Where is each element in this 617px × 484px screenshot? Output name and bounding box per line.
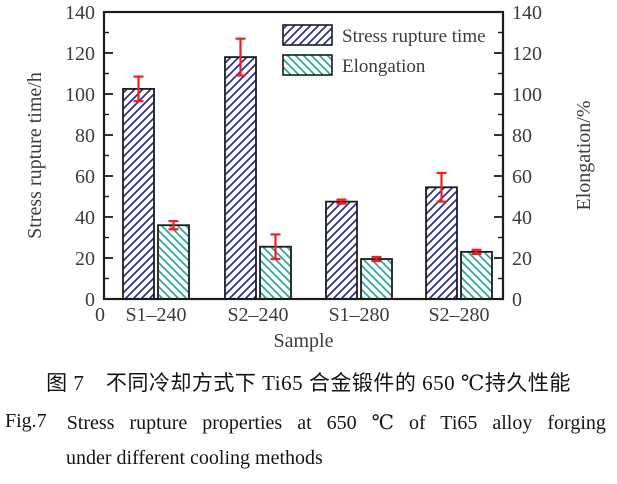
y-tick-label-right-20: 20 bbox=[512, 248, 532, 270]
y-tick-label-right-0: 0 bbox=[512, 289, 522, 311]
caption-chinese: 图 7 不同冷却方式下 Ti65 合金锻件的 650 ℃持久性能 bbox=[46, 371, 571, 395]
y-tick-label-left-120: 120 bbox=[65, 43, 95, 65]
y-tick-label-right-40: 40 bbox=[512, 207, 532, 229]
x-origin-label: 0 bbox=[95, 304, 105, 326]
bar-stress-rupture-time-S2–280 bbox=[425, 186, 458, 300]
errorbar-stress-S1–240 bbox=[133, 75, 144, 103]
axes-group bbox=[102, 10, 505, 301]
y-axis-title-left: Stress rupture time/h bbox=[24, 72, 46, 239]
x-tick-label-S1–280: S1–280 bbox=[328, 304, 389, 326]
errorbar-elong-S1–280 bbox=[371, 255, 382, 263]
errorbar-stress-S2–240 bbox=[235, 37, 246, 77]
y-tick-label-right-140: 140 bbox=[512, 2, 542, 24]
y-tick-label-left-100: 100 bbox=[65, 84, 95, 106]
y-tick-label-left-140: 140 bbox=[65, 2, 95, 24]
y-tick-label-left-20: 20 bbox=[75, 248, 95, 270]
x-tick-label-S2–280: S2–280 bbox=[428, 304, 489, 326]
bar-elongation-S2–280 bbox=[460, 250, 493, 300]
x-tick-label-S1–240: S1–240 bbox=[125, 304, 186, 326]
errorbar-stress-S2–280 bbox=[436, 171, 447, 203]
y-tick-label-left-40: 40 bbox=[75, 207, 95, 229]
x-tick-label-S2–240: S2–240 bbox=[227, 304, 288, 326]
error-bars-group bbox=[133, 37, 482, 263]
y-tick-label-left-60: 60 bbox=[75, 166, 95, 188]
caption-english-line2: under different cooling methods bbox=[66, 447, 323, 469]
y-tick-label-right-100: 100 bbox=[512, 84, 542, 106]
legend-group: Stress rupture time Elongation bbox=[282, 24, 486, 77]
bar-stress-rupture-time-S1–240 bbox=[122, 87, 155, 300]
y-tick-label-left-0: 0 bbox=[85, 289, 95, 311]
legend-label-stress-rupture-time: Stress rupture time bbox=[342, 26, 486, 47]
legend-swatch-elongation bbox=[282, 54, 333, 76]
errorbar-elong-S2–240 bbox=[270, 233, 281, 261]
bars-group bbox=[122, 56, 493, 300]
y-tick-label-right-120: 120 bbox=[512, 43, 542, 65]
bar-stress-rupture-time-S2–240 bbox=[224, 56, 257, 300]
caption-english-text: Stress rupture properties at 650 ℃ of Ti… bbox=[66, 412, 606, 434]
errorbar-elong-S1–240 bbox=[168, 220, 179, 231]
errorbar-stress-S1–280 bbox=[336, 198, 347, 205]
y-tick-label-right-80: 80 bbox=[512, 125, 532, 147]
caption-english-line1: Fig.7 Stress rupture properties at 650 ℃… bbox=[0, 410, 617, 435]
bar-stress-rupture-time-S1–280 bbox=[325, 200, 358, 300]
y-tick-label-left-80: 80 bbox=[75, 125, 95, 147]
bar-elongation-S1–280 bbox=[360, 258, 393, 300]
bar-elongation-S1–240 bbox=[157, 224, 190, 300]
y-tick-label-right-60: 60 bbox=[512, 166, 532, 188]
x-axis-title: Sample bbox=[274, 330, 334, 352]
figure-number-label: Fig.7 bbox=[5, 410, 47, 432]
legend-label-elongation: Elongation bbox=[342, 56, 426, 77]
errorbar-elong-S2–280 bbox=[471, 248, 482, 255]
y-axis-title-right: Elongation/% bbox=[573, 101, 595, 211]
legend-swatch-stress-rupture-time bbox=[282, 24, 333, 46]
